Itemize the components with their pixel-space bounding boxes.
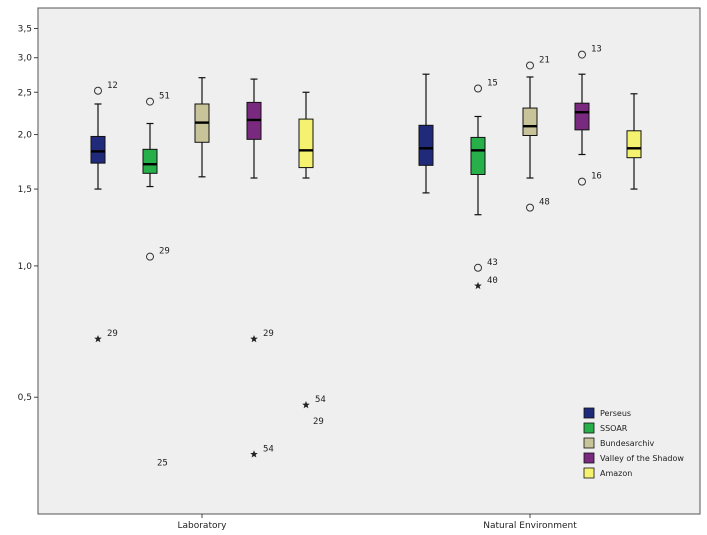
outlier-label: 29 [313,417,324,427]
y-tick-label: 2,5 [18,88,32,98]
outlier-circle [578,177,586,186]
legend-swatch [583,467,595,479]
outlier-circle [474,263,482,272]
outlier-label: 48 [539,198,550,208]
outlier-label: 29 [107,329,118,339]
legend: Perseus SSOAR Bundesarchiv Valley of the Sh… [578,402,692,485]
box-amazon [626,93,642,190]
legend-label: Perseus [600,409,631,418]
outlier-label: 15 [487,79,498,89]
box-amazon [298,91,314,179]
iqr-box [298,118,314,169]
outlier-markers: 12 29 51 29 15 43 40 21 48 29 54 13 16 54 25 29 [94,45,602,468]
y-tick-label: 3,0 [18,54,33,64]
y-tick-label: 0,5 [18,393,32,403]
outlier-star [250,450,258,458]
legend-label: SSOAR [600,424,628,433]
outlier-label: 25 [157,458,168,468]
box-bundesarchiv [194,77,210,178]
outlier-label: 16 [591,172,602,182]
outlier-circle [526,203,534,212]
outlier-star [302,401,310,409]
outlier-label: 51 [159,92,170,102]
legend-label: Bundesarchiv [600,439,655,448]
box-bundesarchiv [522,76,538,179]
x-category-label: Natural Environment [483,521,577,531]
box-series [90,73,642,216]
outlier-label: 40 [487,276,498,286]
box-perseus [90,103,106,190]
legend-swatch [583,407,595,419]
legend-swatch [583,422,595,434]
outlier-label: 29 [159,247,170,257]
outlier-label: 13 [591,45,602,55]
outlier-star [474,281,482,290]
iqr-box [574,102,590,131]
outlier-circle [146,97,154,106]
legend-label: Amazon [600,469,632,478]
outlier-circle [474,84,482,93]
x-axis: Laboratory Natural Environment [177,514,577,531]
y-tick-label: 3,5 [18,25,32,35]
outlier-star [94,335,102,343]
outlier-label: 12 [107,81,118,91]
legend-box [578,402,692,485]
box-ssoar [142,122,158,188]
iqr-box [470,136,486,175]
outlier-label: 54 [263,444,274,454]
box-perseus [418,73,434,194]
box-valley-of-the-shadow [574,73,590,156]
outlier-label: 54 [315,395,326,405]
iqr-box [522,107,538,136]
legend-swatch [583,437,595,449]
outlier-circle [94,86,102,95]
legend-swatch [583,452,595,464]
outlier-label: 21 [539,55,550,65]
box-ssoar [470,115,486,216]
iqr-box [142,148,158,174]
legend-label: Valley of the Shadow [600,454,684,463]
iqr-box [90,135,106,164]
y-tick-label: 1,5 [18,185,32,195]
x-category-label: Laboratory [177,521,227,531]
outlier-circle [578,50,586,59]
y-axis: 3,5 3,0 2,5 2,0 1,5 1,0 0,5 [18,25,38,403]
iqr-box [626,130,642,159]
y-tick-label: 1,0 [18,262,33,272]
iqr-box [418,124,434,166]
box-valley-of-the-shadow [246,78,262,179]
outlier-circle [526,61,534,70]
y-tick-label: 2,0 [18,131,33,141]
outlier-circle [146,252,154,261]
outlier-label: 43 [487,258,498,268]
outlier-star [250,335,258,343]
outlier-label: 29 [263,329,274,339]
